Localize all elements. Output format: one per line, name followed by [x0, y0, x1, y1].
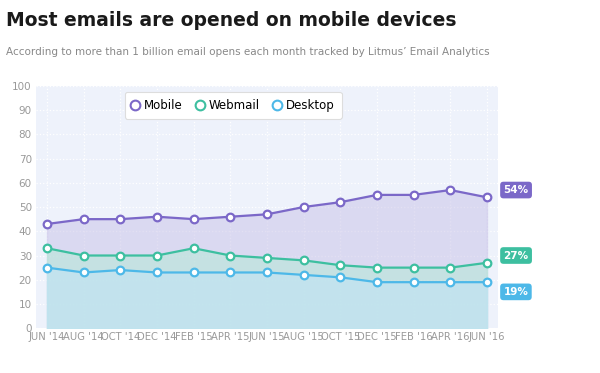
Webmail [447, 266, 454, 270]
Webmail [80, 253, 87, 258]
Text: 19%: 19% [503, 287, 529, 297]
Mobile [227, 214, 234, 219]
Line: Webmail: Webmail [43, 244, 491, 272]
Desktop [227, 270, 234, 275]
Mobile [263, 212, 271, 216]
Text: According to more than 1 billion email opens each month tracked by Litmus’ Email: According to more than 1 billion email o… [6, 47, 490, 57]
Desktop [410, 280, 417, 284]
Mobile [410, 192, 417, 197]
Webmail [300, 258, 307, 263]
Mobile [300, 205, 307, 209]
Legend: Mobile, Webmail, Desktop: Mobile, Webmail, Desktop [125, 92, 341, 119]
Webmail [117, 253, 124, 258]
Webmail [43, 246, 50, 251]
Desktop [43, 266, 50, 270]
Desktop [154, 270, 161, 275]
Text: 27%: 27% [503, 251, 529, 260]
Webmail [154, 253, 161, 258]
Webmail [484, 260, 491, 265]
Desktop [300, 273, 307, 277]
Mobile [190, 217, 197, 221]
Text: 54%: 54% [503, 185, 529, 195]
Mobile [117, 217, 124, 221]
Mobile [337, 200, 344, 204]
Mobile [43, 222, 50, 226]
Desktop [373, 280, 380, 284]
Desktop [190, 270, 197, 275]
Webmail [227, 253, 234, 258]
Webmail [190, 246, 197, 251]
Webmail [337, 263, 344, 267]
Mobile [154, 214, 161, 219]
Line: Desktop: Desktop [43, 264, 491, 286]
Webmail [410, 266, 417, 270]
Line: Mobile: Mobile [43, 186, 491, 228]
Webmail [263, 256, 271, 260]
Mobile [373, 192, 380, 197]
Text: Most emails are opened on mobile devices: Most emails are opened on mobile devices [6, 11, 457, 30]
Desktop [117, 268, 124, 272]
Desktop [263, 270, 271, 275]
Mobile [484, 195, 491, 200]
Desktop [80, 270, 87, 275]
Desktop [337, 275, 344, 280]
Mobile [80, 217, 87, 221]
Mobile [447, 188, 454, 192]
Desktop [447, 280, 454, 284]
Webmail [373, 266, 380, 270]
Desktop [484, 280, 491, 284]
